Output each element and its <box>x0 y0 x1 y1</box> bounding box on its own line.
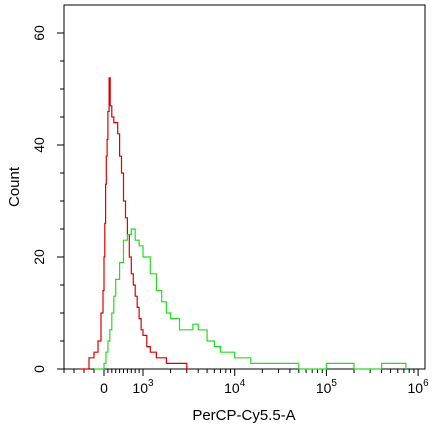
y-tick-label: 40 <box>31 137 47 153</box>
series-2-line <box>94 228 407 370</box>
x-axis-ticks: 0 103 104 105 106 <box>63 369 430 396</box>
y-tick-label: 60 <box>31 25 47 41</box>
x-tick-label: 103 <box>132 378 154 396</box>
y-axis-ticks: 0 20 40 60 <box>31 25 64 373</box>
series-1-line <box>79 77 189 370</box>
plot-frame <box>63 4 426 370</box>
x-tick-label: 0 <box>100 380 108 396</box>
x-tick-label: 105 <box>316 378 338 396</box>
x-axis-title: PerCP-Cy5.5-A <box>192 407 295 424</box>
y-axis-title: Count <box>6 166 23 207</box>
x-tick-label: 104 <box>224 378 246 396</box>
y-tick-label: 0 <box>31 365 47 373</box>
y-tick-label: 20 <box>31 249 47 265</box>
series-layer <box>79 77 407 370</box>
x-tick-label: 106 <box>408 378 430 396</box>
